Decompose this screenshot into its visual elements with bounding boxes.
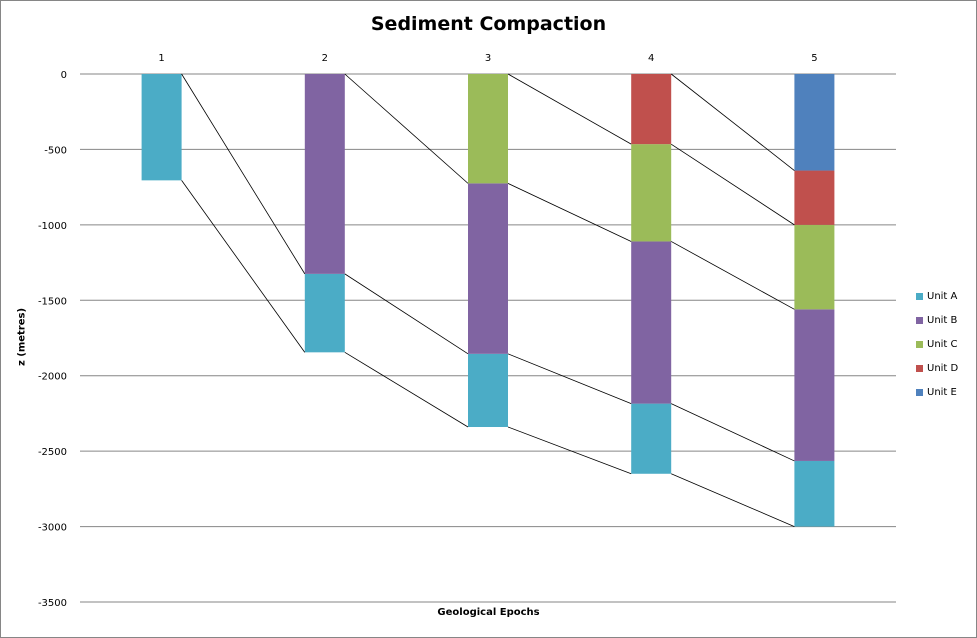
legend-swatch [916, 316, 923, 324]
connector-unit-b-base [507, 353, 632, 404]
connector-unit-c-base [671, 241, 795, 310]
legend-label: Unit D [927, 362, 959, 374]
x-axis-label: Geological Epochs [437, 607, 540, 618]
legend-swatch [916, 292, 923, 300]
connector-unit-c-base [507, 183, 632, 242]
legend: Unit A Unit B Unit C Unit D Unit E [916, 284, 958, 404]
x-tick-labels: 1 2 3 4 5 [158, 53, 817, 64]
bar-unit-b-epoch-5 [794, 309, 835, 461]
y-tick-labels: 0 -500 -1000 -1500 -2000 -2500 -3000 -3500 [38, 70, 67, 609]
connector-unit-b-top [344, 73, 469, 184]
legend-label: Unit B [927, 314, 958, 326]
bar-unit-b-epoch-2 [304, 74, 345, 274]
connector-unit-b-base [344, 273, 469, 355]
bar-unit-a-epoch-4 [631, 403, 672, 474]
y-tick-label: -1000 [38, 221, 67, 232]
legend-label: Unit C [927, 338, 958, 350]
legend-swatch [916, 340, 923, 348]
legend-item: Unit C [916, 332, 958, 356]
x-tick-label: 2 [322, 53, 328, 64]
bar-unit-c-epoch-3 [468, 74, 508, 184]
connector-unit-a-base [671, 473, 795, 527]
y-tick-label: -2000 [38, 372, 67, 383]
bars [141, 74, 835, 527]
connector-unit-a-base [507, 426, 632, 475]
connector-unit-c-top [507, 73, 632, 145]
bar-unit-d-epoch-4 [631, 74, 672, 145]
connector-unit-a-base [181, 180, 306, 353]
legend-item: Unit A [916, 284, 958, 308]
bar-unit-a-epoch-5 [794, 460, 835, 527]
x-tick-label: 5 [811, 53, 817, 64]
connector-unit-d-base [670, 143, 795, 226]
y-tick-label: -500 [44, 145, 67, 156]
connector-unit-a-top [181, 73, 306, 275]
connector-unit-a-base [344, 351, 469, 428]
y-tick-label: -3000 [38, 523, 67, 534]
bar-unit-e-epoch-5 [794, 74, 835, 171]
bar-unit-a-epoch-2 [304, 273, 345, 353]
connector-lines [181, 73, 795, 527]
legend-swatch [916, 364, 923, 372]
legend-label: Unit E [927, 386, 957, 398]
x-tick-label: 1 [158, 53, 164, 64]
bar-unit-d-epoch-5 [794, 170, 835, 225]
chart-title: Sediment Compaction [370, 13, 607, 35]
bar-unit-a-epoch-1 [141, 74, 182, 181]
legend-label: Unit A [927, 290, 958, 302]
x-tick-label: 4 [648, 53, 654, 64]
legend-item: Unit B [916, 308, 958, 332]
connector-unit-d-top [670, 73, 795, 171]
y-tick-label: -2500 [38, 447, 67, 458]
legend-item: Unit D [916, 356, 958, 380]
y-tick-label: 0 [61, 70, 67, 81]
connector-unit-b-base [671, 403, 795, 462]
x-tick-label: 3 [485, 53, 491, 64]
bar-unit-a-epoch-3 [468, 353, 508, 428]
bar-unit-b-epoch-4 [631, 241, 672, 404]
y-tick-label: -1500 [38, 296, 67, 307]
bar-unit-c-epoch-4 [631, 144, 672, 242]
legend-item: Unit E [916, 380, 958, 404]
y-tick-label: -3500 [38, 598, 67, 609]
legend-swatch [916, 388, 923, 396]
bar-unit-c-epoch-5 [794, 224, 835, 310]
bar-unit-b-epoch-3 [468, 183, 508, 354]
